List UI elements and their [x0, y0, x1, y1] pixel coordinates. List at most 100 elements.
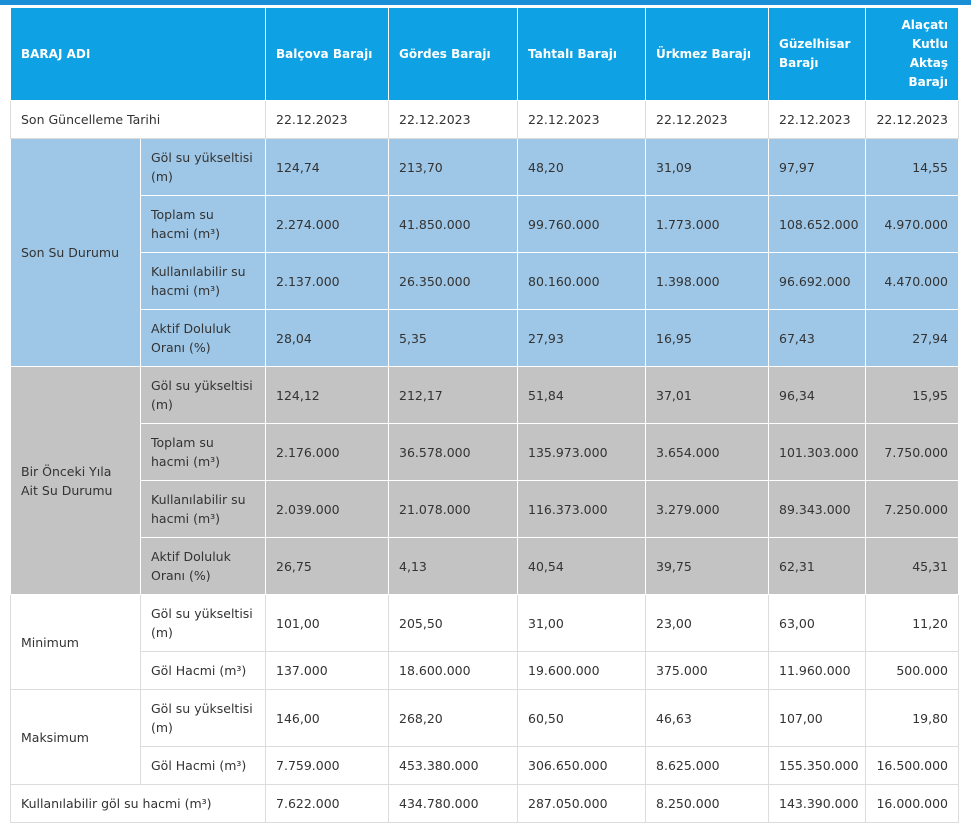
cell: 1.398.000 [645, 252, 770, 310]
row-label: Göl su yükseltisi (m) [139, 594, 267, 652]
cell: 108.652.000 [768, 195, 867, 253]
cell: 16.000.000 [865, 784, 960, 823]
row-label: Son Güncelleme Tarihi [9, 100, 267, 139]
cell: 41.850.000 [388, 195, 519, 253]
group-label: Minimum [10, 594, 141, 690]
cell: 97,97 [768, 138, 867, 196]
row-label: Göl su yükseltisi (m) [139, 689, 267, 747]
cell: 27,93 [517, 309, 647, 367]
top-accent-bar [0, 0, 971, 5]
table-row: Toplam su hacmi (m³) 2.274.000 41.850.00… [11, 195, 960, 253]
cell: 4.470.000 [865, 252, 960, 310]
header-row: BARAJ ADI Balçova Barajı Gördes Barajı T… [9, 7, 960, 101]
cell: 37,01 [645, 366, 770, 424]
header-dam: Alaçatı Kutlu Aktaş Barajı [865, 7, 960, 101]
row-label: Kullanılabilir su hacmi (m³) [139, 480, 267, 538]
cell: 116.373.000 [517, 480, 647, 538]
cell: 101.303.000 [768, 423, 867, 481]
cell: 14,55 [865, 138, 960, 196]
cell: 22.12.2023 [517, 100, 647, 139]
cell: 7.622.000 [265, 784, 390, 823]
cell: 21.078.000 [388, 480, 519, 538]
dam-status-table: BARAJ ADI Balçova Barajı Gördes Barajı T… [9, 7, 960, 823]
cell: 15,95 [865, 366, 960, 424]
cell: 99.760.000 [517, 195, 647, 253]
table-row: Aktif Doluluk Oranı (%) 26,75 4,13 40,54… [11, 537, 960, 595]
table-row: Göl Hacmi (m³) 7.759.000 453.380.000 306… [11, 746, 960, 785]
cell: 453.380.000 [388, 746, 519, 785]
cell: 22.12.2023 [768, 100, 867, 139]
cell: 80.160.000 [517, 252, 647, 310]
cell: 19.600.000 [517, 651, 647, 690]
cell: 39,75 [645, 537, 770, 595]
cell: 7.250.000 [865, 480, 960, 538]
cell: 96.692.000 [768, 252, 867, 310]
cell: 48,20 [517, 138, 647, 196]
row-label: Aktif Doluluk Oranı (%) [139, 537, 267, 595]
cell: 107,00 [768, 689, 867, 747]
header-dam: Gördes Barajı [388, 7, 519, 101]
cell: 268,20 [388, 689, 519, 747]
cell: 46,63 [645, 689, 770, 747]
cell: 62,31 [768, 537, 867, 595]
cell: 137.000 [265, 651, 390, 690]
cell: 1.773.000 [645, 195, 770, 253]
row-label: Toplam su hacmi (m³) [139, 195, 267, 253]
cell: 31,00 [517, 594, 647, 652]
table-row: Bir Önceki Yıla Ait Su Durumu Göl su yük… [10, 366, 960, 595]
header-dam: Ürkmez Barajı [645, 7, 770, 101]
cell: 101,00 [265, 594, 390, 652]
cell: 7.750.000 [865, 423, 960, 481]
cell: 212,17 [388, 366, 519, 424]
cell: 63,00 [768, 594, 867, 652]
cell: 19,80 [865, 689, 960, 747]
cell: 16,95 [645, 309, 770, 367]
cell: 22.12.2023 [388, 100, 519, 139]
cell: 27,94 [865, 309, 960, 367]
row-label: Göl su yükseltisi (m) [139, 138, 267, 196]
cell: 11.960.000 [768, 651, 867, 690]
group-label: Maksimum [10, 689, 141, 785]
update-date-row: Son Güncelleme Tarihi 22.12.2023 22.12.2… [9, 100, 960, 139]
table-row: Minimum Göl su yükseltisi (m) 101,00 205… [10, 594, 960, 690]
row-label: Göl Hacmi (m³) [139, 651, 267, 690]
table-row: Aktif Doluluk Oranı (%) 28,04 5,35 27,93… [11, 309, 960, 367]
cell: 2.039.000 [265, 480, 390, 538]
row-label: Aktif Doluluk Oranı (%) [139, 309, 267, 367]
cell: 434.780.000 [388, 784, 519, 823]
cell: 4.970.000 [865, 195, 960, 253]
cell: 26,75 [265, 537, 390, 595]
row-label: Kullanılabilir göl su hacmi (m³) [9, 784, 267, 823]
cell: 135.973.000 [517, 423, 647, 481]
cell: 375.000 [645, 651, 770, 690]
cell: 146,00 [265, 689, 390, 747]
group-label: Bir Önceki Yıla Ait Su Durumu [10, 366, 141, 595]
header-name: BARAJ ADI [9, 7, 267, 101]
cell: 40,54 [517, 537, 647, 595]
cell: 4,13 [388, 537, 519, 595]
cell: 18.600.000 [388, 651, 519, 690]
dam-table-container: BARAJ ADI Balçova Barajı Gördes Barajı T… [9, 7, 960, 823]
usable-volume-row: Kullanılabilir göl su hacmi (m³) 7.622.0… [9, 784, 960, 823]
table-row: Maksimum Göl su yükseltisi (m) 146,00 26… [10, 689, 960, 785]
row-label: Toplam su hacmi (m³) [139, 423, 267, 481]
row-label: Göl su yükseltisi (m) [139, 366, 267, 424]
cell: 5,35 [388, 309, 519, 367]
row-label: Kullanılabilir su hacmi (m³) [139, 252, 267, 310]
table-row: Toplam su hacmi (m³) 2.176.000 36.578.00… [11, 423, 960, 481]
cell: 124,74 [265, 138, 390, 196]
cell: 26.350.000 [388, 252, 519, 310]
cell: 8.250.000 [645, 784, 770, 823]
cell: 2.176.000 [265, 423, 390, 481]
table-row: Göl Hacmi (m³) 137.000 18.600.000 19.600… [11, 651, 960, 690]
cell: 124,12 [265, 366, 390, 424]
cell: 60,50 [517, 689, 647, 747]
cell: 36.578.000 [388, 423, 519, 481]
table-row: Kullanılabilir su hacmi (m³) 2.039.000 2… [11, 480, 960, 538]
cell: 89.343.000 [768, 480, 867, 538]
cell: 500.000 [865, 651, 960, 690]
cell: 16.500.000 [865, 746, 960, 785]
cell: 3.654.000 [645, 423, 770, 481]
header-dam: Balçova Barajı [265, 7, 390, 101]
cell: 213,70 [388, 138, 519, 196]
